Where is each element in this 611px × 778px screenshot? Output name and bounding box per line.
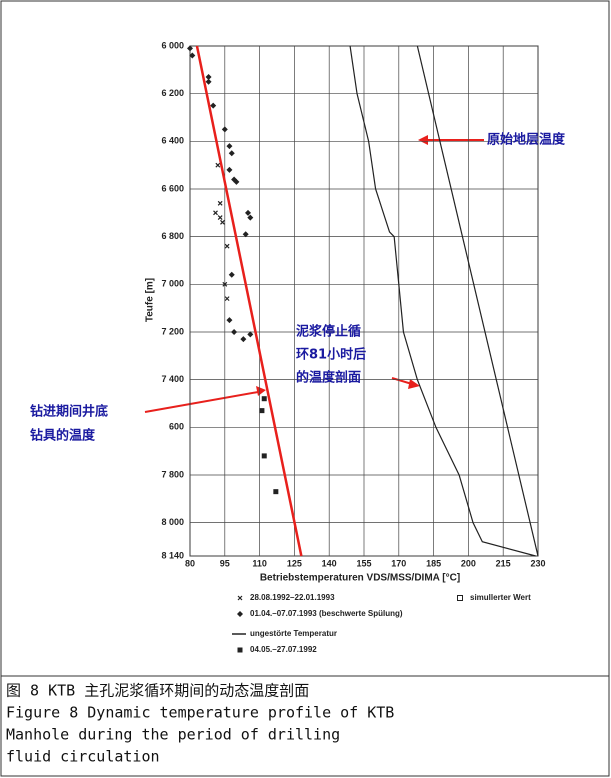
- point: [247, 331, 254, 338]
- annotation: 原始地层温度: [487, 132, 566, 148]
- point: [242, 231, 249, 238]
- point: [273, 489, 279, 495]
- point: [226, 317, 233, 324]
- annotation: 环81小时后: [296, 347, 366, 363]
- point: [222, 281, 228, 287]
- x-tick-label: 170: [391, 558, 406, 568]
- point: [187, 45, 193, 52]
- line: [416, 45, 539, 557]
- point: [237, 611, 243, 617]
- x-tick-label: 80: [185, 558, 195, 568]
- point: [213, 210, 218, 216]
- legend-label: 04.05.–27.07.1992: [250, 645, 317, 654]
- annotation: 钻进期间井底: [30, 404, 108, 420]
- point: [231, 328, 238, 335]
- y-tick-label: 7 200: [161, 326, 184, 336]
- caption: 图 8 KTB 主孔泥浆循环期间的动态温度剖面 Figure 8 Dynamic …: [6, 682, 394, 766]
- x-tick-label: 185: [426, 558, 441, 568]
- point: [220, 219, 225, 225]
- y-tick-label: 7 000: [161, 279, 184, 289]
- point: [228, 150, 235, 157]
- x-tick-label: 95: [220, 558, 230, 568]
- point: [205, 73, 212, 80]
- y-tick-label: 6 400: [161, 136, 184, 146]
- point: [261, 396, 267, 402]
- y-tick-label: 6 600: [161, 183, 184, 193]
- point: [217, 215, 223, 221]
- point: [240, 336, 247, 343]
- y-tick-label: 7 400: [161, 374, 184, 384]
- point: [226, 143, 233, 150]
- point: [224, 243, 230, 249]
- x-tick-label: 155: [356, 558, 371, 568]
- line: [349, 45, 536, 557]
- legend-label: 28.08.1992–22.01.1993: [250, 593, 335, 602]
- caption-line: 图 8 KTB 主孔泥浆循环期间的动态温度剖面: [6, 682, 309, 700]
- caption-line: Manhole during the period of drilling: [6, 726, 340, 744]
- x-tick-label: 200: [461, 558, 476, 568]
- point: [457, 595, 463, 601]
- point: [205, 78, 212, 85]
- annotation: 的温度剖面: [296, 370, 361, 386]
- caption-line: Figure 8 Dynamic temperature profile of …: [6, 704, 394, 722]
- x-axis-label: Betriebstemperaturen VDS/MSS/DIMA [°C]: [260, 573, 460, 584]
- x-tick-label: 140: [322, 558, 337, 568]
- point: [237, 647, 243, 653]
- annotation-arrows: [144, 135, 484, 413]
- annotation: 泥浆停止循: [296, 324, 361, 340]
- point: [259, 408, 265, 414]
- annotation: 钻具的温度: [30, 428, 96, 444]
- y-tick-label: 600: [169, 422, 184, 432]
- y-tick-label: 8 000: [161, 517, 184, 527]
- caption-line: fluid circulation: [6, 748, 160, 766]
- point: [228, 271, 235, 278]
- x-tick-label: 125: [287, 558, 302, 568]
- line: [195, 45, 303, 557]
- y-axis-label: Teufe [m]: [145, 278, 156, 322]
- x-tick-label: 215: [496, 558, 511, 568]
- point: [226, 166, 233, 173]
- legend: 28.08.1992–22.01.1993 01.04.–07.07.1993 (…: [232, 593, 531, 654]
- point: [189, 52, 196, 59]
- point: [245, 209, 251, 216]
- x-tick-label: 110: [252, 558, 267, 568]
- point: [217, 200, 223, 206]
- point: [237, 595, 243, 601]
- point: [233, 178, 240, 185]
- legend-label: simullerter Wert: [470, 593, 531, 602]
- point: [247, 214, 254, 221]
- legend-label: 01.04.–07.07.1993 (beschwerte Spülung): [250, 609, 403, 618]
- point: [261, 453, 267, 459]
- y-tick-label: 6 000: [161, 40, 184, 50]
- legend-label: ungestörte Temperatur: [250, 629, 337, 638]
- point: [221, 126, 228, 133]
- y-tick-label: 6 800: [161, 231, 184, 241]
- point: [224, 296, 230, 302]
- x-tick-label: 230: [530, 558, 545, 568]
- point: [210, 102, 217, 109]
- y-tick-label: 7 800: [161, 469, 184, 479]
- y-tick-label: 6 200: [161, 88, 184, 98]
- point: [215, 162, 221, 168]
- y-tick-label: 8 140: [161, 550, 184, 560]
